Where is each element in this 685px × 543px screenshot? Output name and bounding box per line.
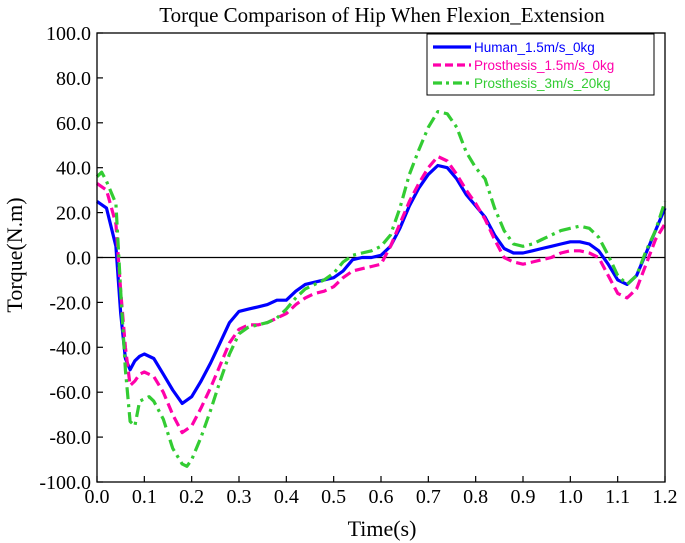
y-tick-label: 20.0: [56, 203, 91, 225]
x-tick-label: 1.2: [653, 486, 678, 508]
y-tick-label: -60.0: [49, 382, 91, 404]
x-tick-label: 0.5: [321, 486, 346, 508]
chart-title: Torque Comparison of Hip When Flexion_Ex…: [159, 3, 605, 27]
y-tick-label: -20.0: [49, 292, 91, 314]
x-tick-label: 0.3: [227, 486, 252, 508]
series-line-2: [96, 154, 667, 435]
x-tick-label: 0.0: [85, 486, 110, 508]
x-axis-label: Time(s): [348, 516, 417, 541]
x-tick-label: 0.1: [132, 486, 157, 508]
series-line-1: [96, 163, 667, 405]
x-tick-label: 0.8: [463, 486, 488, 508]
series-line-3: [95, 110, 667, 468]
legend-entry-1: Human_1.5m/s_0kg: [474, 40, 595, 55]
y-axis-label: Torque(N.m): [2, 197, 27, 312]
legend-entry-3: Prosthesis_3m/s_20kg: [474, 76, 611, 91]
y-tick-label: 80.0: [56, 68, 91, 90]
x-tick-label: 0.4: [274, 486, 299, 508]
y-tick-label: 40.0: [56, 158, 91, 180]
y-tick-label: -80.0: [49, 427, 91, 449]
legend-entry-2: Prosthesis_1.5m/s_0kg: [474, 58, 614, 73]
y-tick-label: -100.0: [39, 472, 91, 494]
y-tick-label: 60.0: [56, 113, 91, 135]
legend: Human_1.5m/s_0kg Prosthesis_1.5m/s_0kg Pro…: [426, 33, 655, 96]
x-tick-label: 0.7: [416, 486, 441, 508]
x-tick-label: 1.0: [558, 486, 583, 508]
x-tick-label: 0.6: [369, 486, 394, 508]
x-tick-label: 0.2: [179, 486, 204, 508]
x-tick-label: 0.9: [511, 486, 536, 508]
x-tick-label: 1.1: [605, 486, 630, 508]
y-tick-label: -40.0: [49, 337, 91, 359]
y-tick-label: 100.0: [46, 23, 91, 45]
y-tick-label: 0.0: [66, 248, 91, 270]
